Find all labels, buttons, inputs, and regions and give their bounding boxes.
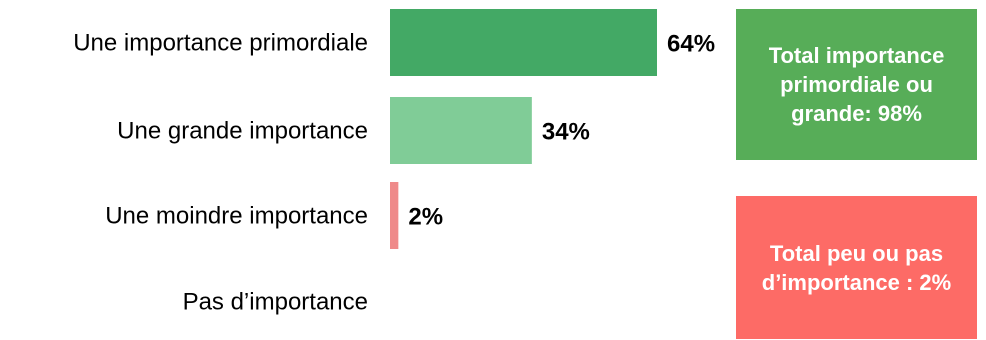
- category-label: Une moindre importance: [105, 203, 368, 230]
- category-label: Une importance primordiale: [73, 30, 368, 57]
- bar: [390, 9, 657, 76]
- value-label: 34%: [542, 119, 590, 146]
- value-label: 64%: [667, 31, 715, 58]
- total-low-importance-label: Total peu ou pas d’importance : 2%: [761, 240, 952, 295]
- bar: [390, 97, 532, 164]
- category-label: Une grande importance: [117, 118, 368, 145]
- value-label: 2%: [408, 204, 443, 231]
- total-high-importance-box: Total importance primordiale ou grande: …: [736, 9, 977, 160]
- total-high-importance-label: Total importance primordiale ou grande: …: [768, 43, 945, 126]
- bar: [390, 182, 399, 249]
- category-label: Pas d’importance: [183, 289, 368, 316]
- total-low-importance-box: Total peu ou pas d’importance : 2%: [736, 196, 977, 339]
